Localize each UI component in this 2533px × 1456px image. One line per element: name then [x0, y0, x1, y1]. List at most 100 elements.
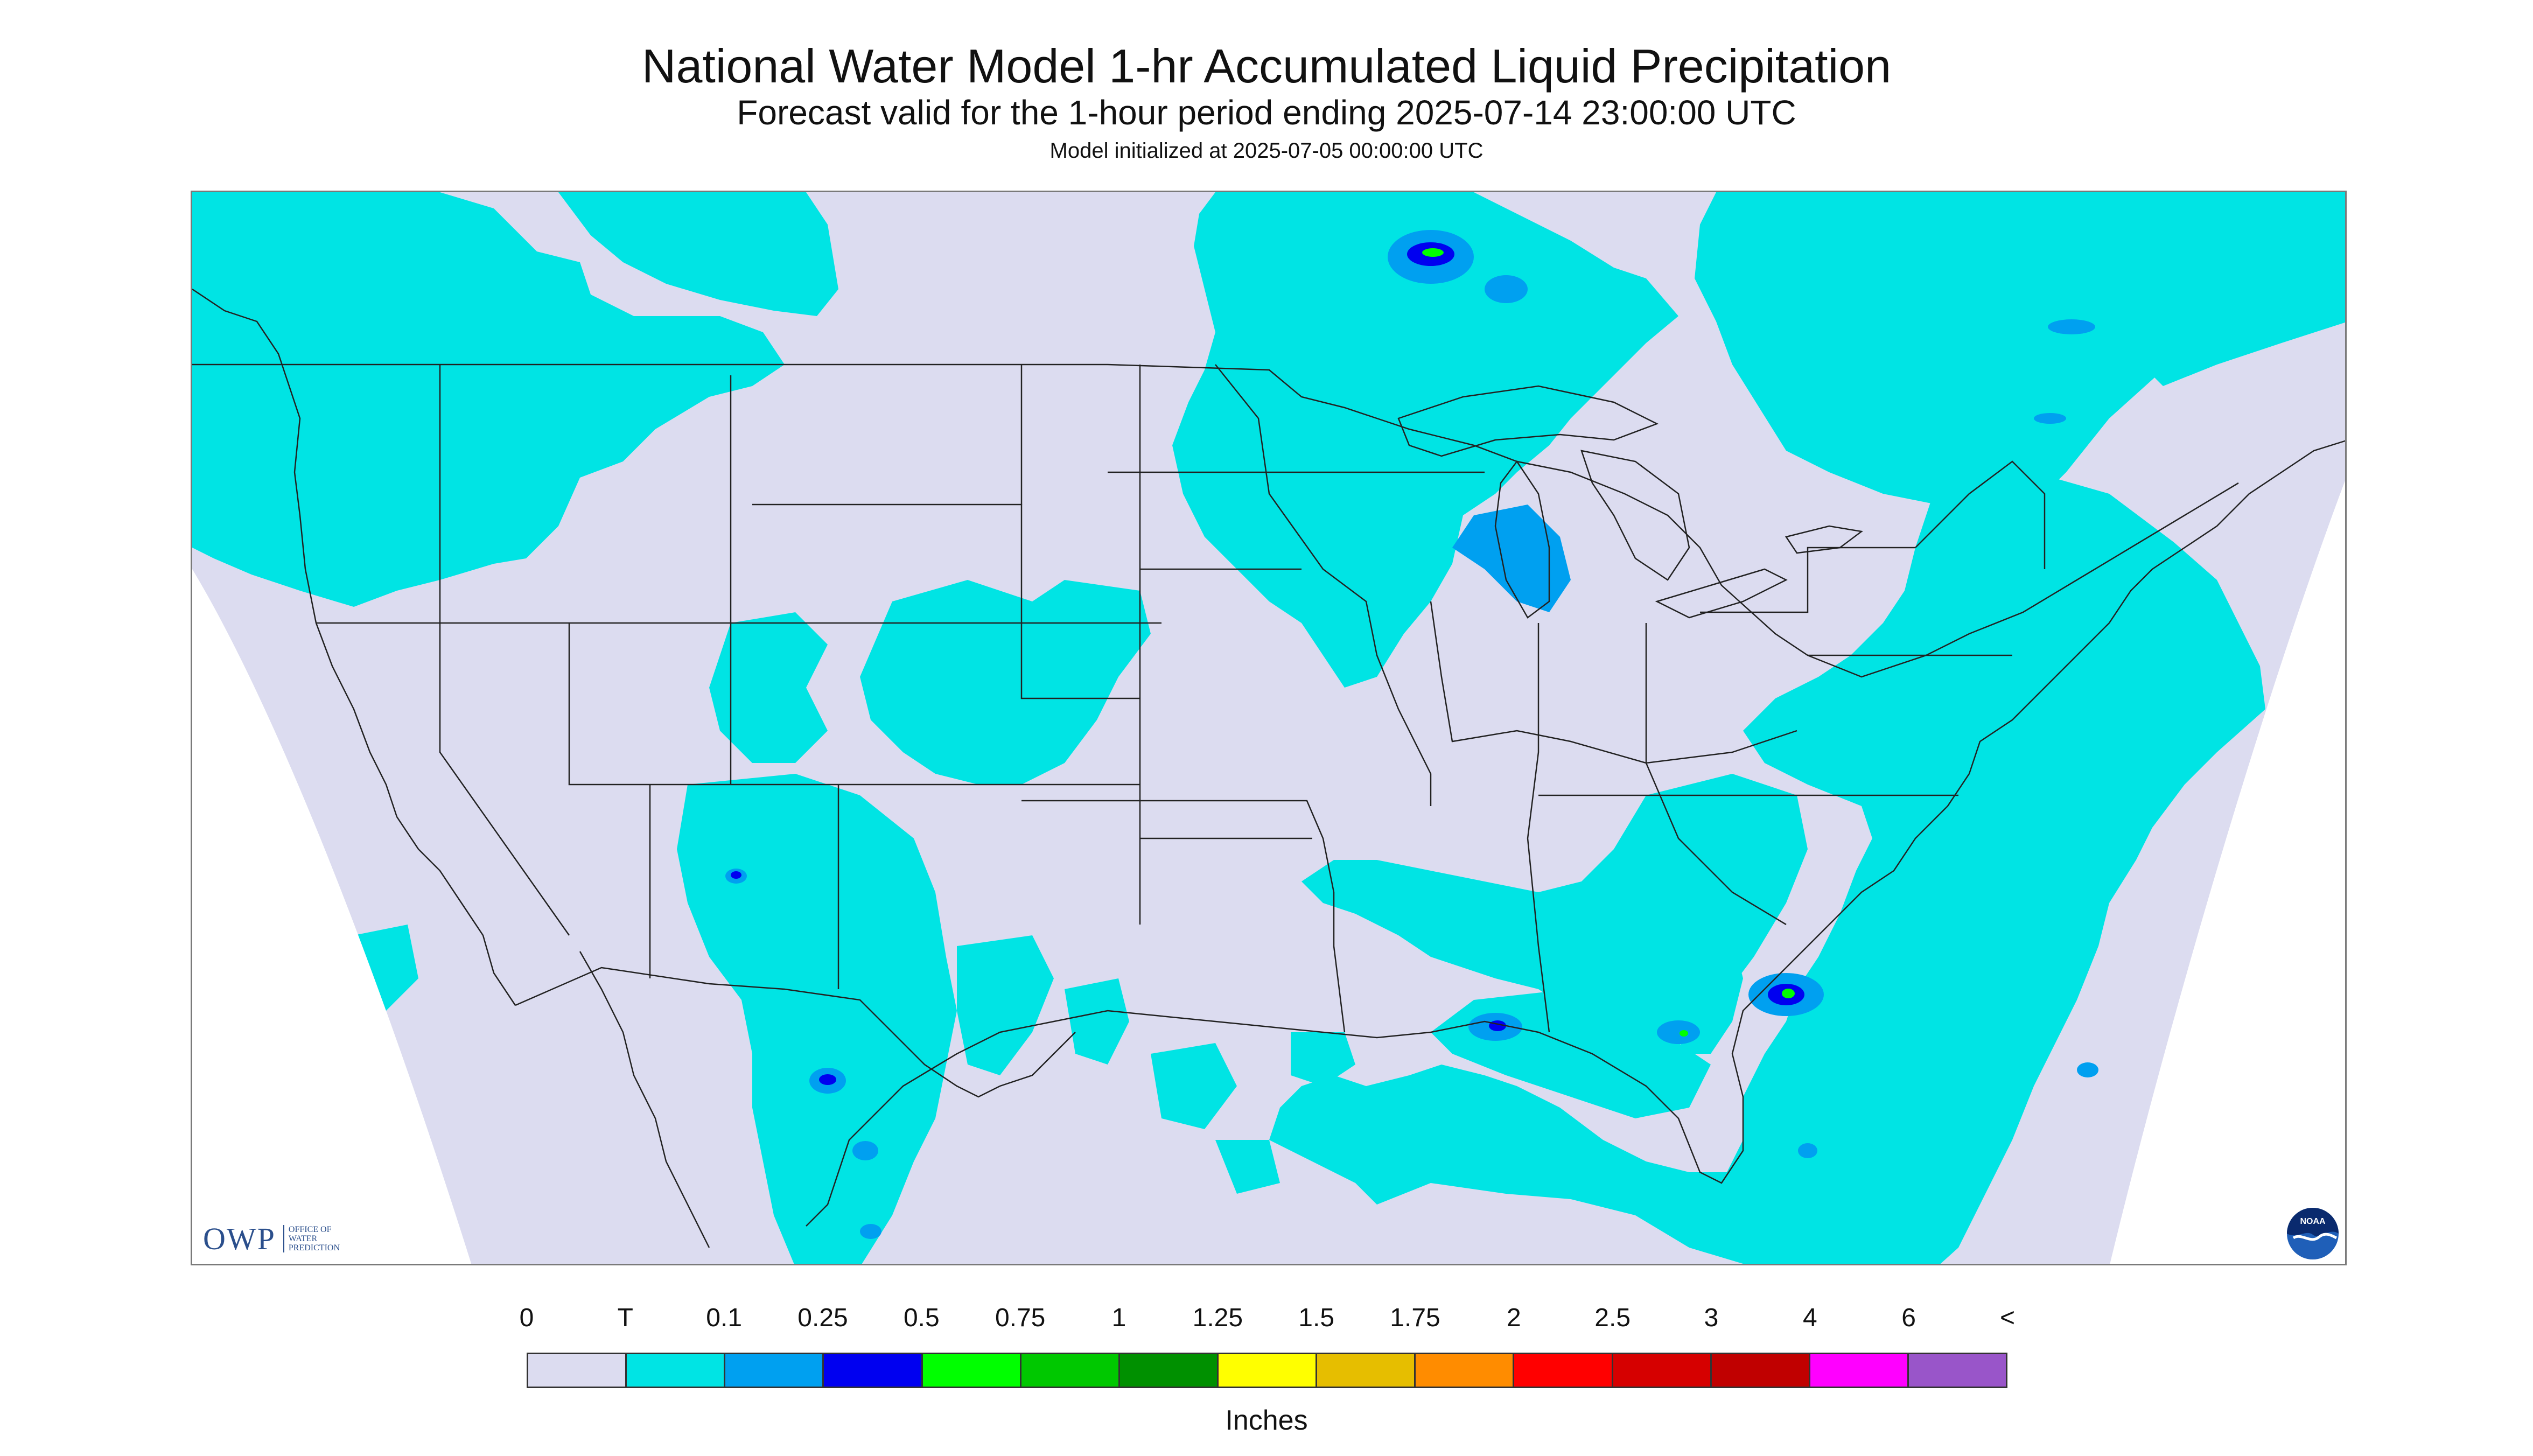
legend-tick-label: 1.75: [1390, 1304, 1440, 1332]
noaa-logo-text: NOAA: [2300, 1217, 2326, 1226]
lake-huron: [1580, 450, 1690, 581]
country-border: [192, 363, 2239, 678]
legend-tick-label: 1: [1111, 1304, 1126, 1332]
legend-tick-labels: 0 T 0.1 0.25 0.5 0.75 1 1.25 1.5 1.75 2 2.5 3 4 6 <: [520, 1303, 2015, 1335]
legend-tick-label: 0.75: [995, 1304, 1046, 1332]
precip-area: [1485, 275, 1528, 303]
lake-ontario: [1785, 525, 1864, 554]
precip-trace-areas: [192, 192, 2345, 1264]
precip-area: [677, 774, 957, 1264]
precip-area: [537, 397, 601, 451]
legend-swatch: [1119, 1354, 1219, 1387]
precip-area: [192, 192, 785, 607]
lake-erie: [1655, 568, 1788, 619]
precip-area: [1269, 472, 2265, 1264]
legend-tick-label: <: [1999, 1304, 2016, 1332]
precip-area: [1151, 1043, 1237, 1129]
precip-area: [860, 580, 1151, 785]
precip-area: [1678, 935, 1743, 1054]
boundary-lines: [192, 288, 2345, 1248]
legend-swatch: [922, 1354, 1021, 1387]
owp-logo-line: WATER: [288, 1234, 318, 1243]
owp-logo-line: OFFICE OF: [288, 1225, 332, 1234]
precip-area: [731, 871, 741, 879]
legend-swatch: [627, 1354, 726, 1387]
legend-swatch: [1021, 1354, 1120, 1387]
legend-swatch: [1416, 1354, 1515, 1387]
map-canvas: [192, 192, 2345, 1264]
state-border: [1645, 623, 1787, 926]
state-border: [1527, 623, 1550, 1033]
precip-area: [1302, 774, 1808, 1054]
precip-area: [2131, 214, 2345, 386]
precip-area: [1291, 1032, 1355, 1086]
legend-swatch: [1711, 1354, 1810, 1387]
legend-tick-label: 0.5: [903, 1304, 940, 1332]
coastline: [806, 440, 2345, 1227]
legend-units: Inches: [1225, 1405, 1308, 1436]
precip-area: [1172, 192, 1678, 688]
legend-tick-label: 6: [1901, 1304, 1916, 1332]
legend-swatch: [1908, 1354, 2006, 1387]
outside-domain-right: [2110, 480, 2345, 1264]
precip-area: [2048, 319, 2095, 334]
legend-tick-label: 2.5: [1594, 1304, 1631, 1332]
state-border: [1021, 800, 1346, 1033]
state-border: [1430, 601, 1797, 764]
legend-tick-label: 4: [1802, 1304, 1817, 1332]
precip-area: [1782, 989, 1795, 998]
precip-area: [1680, 1030, 1688, 1037]
precip-area: [1657, 1020, 1700, 1044]
great-lakes: [1397, 385, 1864, 619]
legend-color-bar: [527, 1353, 2007, 1388]
legend-swatch: [1218, 1354, 1318, 1387]
legend-tick-label: 3: [1704, 1304, 1719, 1332]
legend-tick-label: T: [617, 1304, 633, 1332]
state-border: [752, 503, 1140, 699]
legend-swatch: [725, 1354, 824, 1387]
state-border: [1700, 547, 1915, 613]
outside-domain-left: [192, 569, 472, 1264]
legend-tick-label: 0.1: [706, 1304, 743, 1332]
noaa-logo: NOAA: [2287, 1208, 2339, 1259]
state-border: [1215, 364, 1432, 806]
owp-logo: OWP OFFICE OF WATER PREDICTION: [203, 1221, 340, 1257]
precip-area: [1065, 978, 1129, 1065]
precip-area: [472, 478, 526, 526]
legend-swatch: [1810, 1354, 1909, 1387]
legend-tick-label: 2: [1506, 1304, 1521, 1332]
legend-tick-label: 0.25: [797, 1304, 848, 1332]
precip-area: [1422, 248, 1444, 257]
precip-area: [957, 935, 1054, 1075]
precipitation-map: OWP OFFICE OF WATER PREDICTION NOAA: [191, 191, 2347, 1265]
owp-logo-letters: OWP: [203, 1221, 276, 1256]
legend-swatch: [528, 1354, 627, 1387]
legend-swatch: [1514, 1354, 1613, 1387]
state-border: [1915, 460, 2046, 569]
precip-area: [2077, 1062, 2098, 1077]
precip-area: [819, 1074, 836, 1085]
lake-superior: [1397, 385, 1659, 457]
coastline: [579, 951, 710, 1248]
precip-legend: 0 T 0.1 0.25 0.5 0.75 1 1.25 1.5 1.75 2 2.5 3 4 6 <: [520, 1303, 2015, 1389]
legend-swatch: [1613, 1354, 1712, 1387]
owp-logo-text: OFFICE OF WATER PREDICTION: [283, 1225, 340, 1252]
owp-logo-line: PREDICTION: [288, 1243, 340, 1252]
precip-area: [1215, 1140, 1280, 1194]
precip-area: [1798, 1143, 1817, 1158]
precip-area: [1452, 505, 1571, 612]
map-subtitle: Forecast valid for the 1-hour period end…: [737, 93, 1796, 132]
legend-tick-label: 0: [519, 1304, 534, 1332]
lake-michigan: [1494, 460, 1550, 619]
precip-area: [558, 192, 838, 316]
precip-area: [852, 1141, 878, 1160]
model-init-line: Model initialized at 2025-07-05 00:00:00…: [1049, 139, 1484, 163]
legend-tick-label: 1.5: [1298, 1304, 1335, 1332]
state-border: [439, 365, 570, 936]
precip-area: [860, 1224, 881, 1239]
country-border: [515, 967, 1076, 1098]
map-title: National Water Model 1-hr Accumulated Li…: [641, 39, 1892, 93]
legend-swatch: [824, 1354, 923, 1387]
legend-swatch: [1317, 1354, 1416, 1387]
precip-heavy-areas: [1422, 248, 1795, 1037]
